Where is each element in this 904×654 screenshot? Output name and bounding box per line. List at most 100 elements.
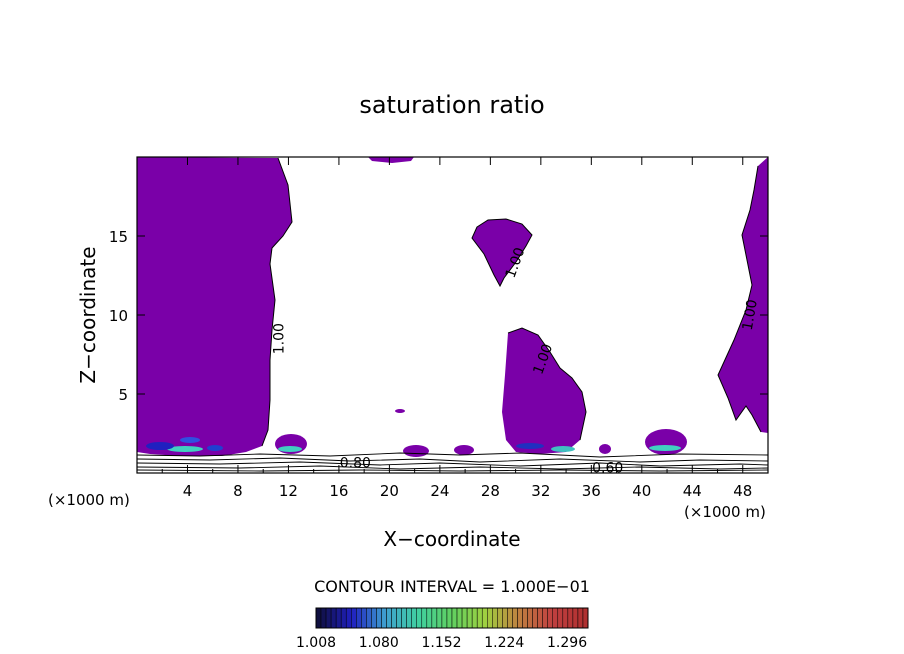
- y-tick-label: 5: [118, 386, 128, 404]
- region-low-blob-4: [645, 429, 687, 455]
- y-tick-label: 10: [109, 307, 128, 325]
- colorbar-label: 1.008: [296, 635, 336, 651]
- contour-line: [137, 461, 768, 467]
- colorbar-cell: [421, 607, 428, 629]
- contour-line: [471, 218, 533, 288]
- high-value-patches: [146, 437, 681, 452]
- colorbar-cell: [330, 607, 337, 629]
- contour-label: 1.00: [272, 323, 288, 354]
- colorbar-cell: [582, 607, 589, 629]
- colorbar-cell: [446, 607, 453, 629]
- colorbar-cell: [431, 607, 438, 629]
- x-tick-label: 20: [380, 482, 399, 500]
- colorbar-cell: [492, 607, 498, 629]
- colorbar-cell: [325, 607, 332, 629]
- colorbar-cell: [476, 607, 483, 629]
- x-unit-left: (×1000 m): [48, 491, 130, 509]
- colorbar-cell: [376, 607, 382, 629]
- contour-line: [137, 457, 768, 463]
- x-tick-label: 32: [531, 482, 550, 500]
- colorbar-cell: [497, 607, 503, 629]
- colorbar-cell: [340, 607, 347, 629]
- colorbar-cell: [502, 607, 508, 629]
- colorbar-cell: [361, 607, 367, 629]
- colorbar-cell: [542, 607, 548, 629]
- x-tick-label: 36: [582, 482, 601, 500]
- patch-blue: [516, 443, 544, 449]
- contour-interval-text: CONTOUR INTERVAL = 1.000E−01: [314, 577, 590, 596]
- colorbar-cell: [577, 607, 584, 629]
- colorbar-cell: [426, 607, 433, 629]
- colorbar-label: 1.296: [547, 635, 587, 651]
- colorbar-cell: [436, 607, 443, 629]
- y-axis-label: Z−coordinate: [76, 246, 100, 383]
- colorbar-cell: [345, 607, 352, 629]
- colorbar-label: 1.080: [359, 635, 399, 651]
- x-tick-label: 16: [329, 482, 348, 500]
- contour-line: [507, 327, 587, 441]
- colorbar-cell: [456, 607, 463, 629]
- colorbar-cell: [335, 607, 342, 629]
- x-tick-label: 44: [683, 482, 702, 500]
- supersaturated-regions: [137, 157, 768, 457]
- region-low-blob-3: [454, 445, 474, 455]
- x-ticks: 4 8 12 16 20 24 28 32 36 40 44 48: [161, 157, 752, 500]
- colorbar-cell: [451, 607, 458, 629]
- region-anvil-triangle: [472, 219, 532, 286]
- contour-line: [261, 157, 293, 447]
- x-tick-label: 40: [632, 482, 651, 500]
- colorbar-cell: [351, 607, 357, 629]
- colorbar-cell: [381, 607, 387, 629]
- y-tick-label: 15: [109, 228, 128, 246]
- region-mid-cloud: [502, 328, 586, 454]
- colorbar-cells: [315, 607, 589, 629]
- contour-label: 0.80: [340, 456, 371, 472]
- colorbar-cell: [406, 607, 412, 629]
- colorbar-cell: [481, 607, 488, 629]
- region-low-blob-5: [599, 444, 611, 454]
- contour-line: [137, 452, 768, 458]
- colorbar-label: 1.152: [421, 635, 461, 651]
- region-low-blob-2: [403, 445, 429, 457]
- patch-blue: [146, 442, 174, 450]
- contour-label: 0.60: [592, 460, 623, 476]
- colorbar-cell: [366, 607, 372, 629]
- chart-title: saturation ratio: [359, 91, 544, 119]
- colorbar-cell: [461, 607, 468, 629]
- colorbar-cell: [572, 607, 579, 629]
- colorbar-cell: [466, 607, 473, 629]
- x-tick-label: 28: [481, 482, 500, 500]
- colorbar-cell: [532, 607, 538, 629]
- colorbar-cell: [396, 607, 402, 629]
- patch-blue: [207, 445, 223, 451]
- colorbar-cell: [507, 607, 513, 629]
- patch-cyan: [649, 445, 681, 451]
- colorbar-cell: [487, 607, 493, 629]
- x-tick-label: 12: [279, 482, 298, 500]
- contour-line: [137, 469, 768, 472]
- region-left-column: [137, 157, 292, 456]
- contour-1-00: [261, 157, 762, 447]
- region-right-column: [718, 157, 768, 433]
- colorbar-frame: [315, 607, 589, 629]
- colorbar-cell: [371, 607, 377, 629]
- x-tick-label: 24: [430, 482, 449, 500]
- patch-cyan: [167, 446, 203, 452]
- x-tick-label: 48: [733, 482, 752, 500]
- colorbar-cell: [517, 607, 523, 629]
- colorbar-cell: [320, 607, 327, 629]
- colorbar-cell: [441, 607, 448, 629]
- colorbar-cell: [562, 607, 569, 629]
- colorbar-cell: [401, 607, 407, 629]
- x-axis-label: X−coordinate: [383, 527, 520, 551]
- colorbar: 1.008 1.080 1.152 1.224 1.296: [296, 607, 589, 651]
- surface-contours: [137, 452, 768, 472]
- contour-label: 1.00: [740, 298, 761, 331]
- colorbar-cell: [557, 607, 564, 629]
- colorbar-labels: 1.008 1.080 1.152 1.224 1.296: [296, 635, 587, 651]
- region-top-blob: [368, 157, 414, 163]
- x-tick-label: 8: [233, 482, 243, 500]
- colorbar-cell: [537, 607, 543, 629]
- colorbar-cell: [386, 607, 392, 629]
- colorbar-cell: [391, 607, 397, 629]
